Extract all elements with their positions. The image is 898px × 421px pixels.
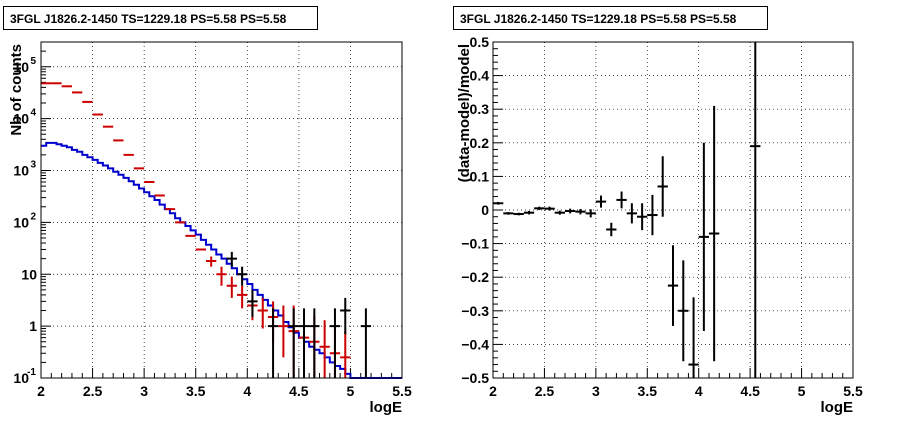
residual-point	[606, 222, 617, 237]
data-point	[267, 308, 279, 378]
data-point	[236, 266, 248, 286]
x-tick-label: 4	[695, 383, 703, 399]
residuals-panel: 2 2.5 3 3.5 4 4.5 5 5.5 −0.5 −0.4 −0.3 −0.2 −0.1 0 0.1…	[456, 34, 863, 416]
y-tick-label: 10	[13, 370, 29, 386]
y-tick-label: −0.1	[461, 236, 489, 252]
residual-point	[503, 212, 514, 215]
y-tick-label: 0.1	[470, 168, 490, 184]
y-tick-label: 0.4	[470, 68, 490, 84]
y-tick-label-exponent: 3	[30, 160, 36, 171]
model-point	[319, 320, 330, 378]
y-tick-label-exponent: 2	[30, 211, 36, 222]
y-tick-label: −0.5	[461, 370, 489, 386]
data-point	[288, 308, 299, 378]
residual-point	[688, 297, 699, 378]
model-point	[216, 266, 227, 286]
data-point	[329, 308, 341, 378]
y-tick-label: 10	[21, 266, 37, 282]
data-point	[309, 308, 320, 378]
residual-point	[647, 194, 658, 236]
y-tick-label-exponent: 5	[30, 56, 36, 67]
y-tick-label: −0.3	[461, 303, 489, 319]
residual-point	[667, 245, 679, 326]
x-tick-label: 5	[347, 383, 355, 399]
y-tick-label: −0.2	[461, 269, 489, 285]
data-point	[298, 308, 310, 378]
data-point	[340, 297, 351, 335]
x-axis-label: logE	[370, 399, 403, 416]
x-tick-label: 3.5	[638, 383, 658, 399]
x-tick-label: 4.5	[740, 383, 760, 399]
x-axis-label: logE	[821, 399, 854, 416]
residual-point	[750, 42, 761, 378]
residual-point	[595, 195, 607, 208]
residual-point	[616, 191, 627, 209]
x-tick-label: 2	[37, 383, 45, 399]
y-axis-label: Nb of counts	[8, 44, 25, 136]
x-tick-label: 4.5	[289, 383, 309, 399]
residual-point	[709, 105, 720, 362]
residual-point	[698, 142, 709, 331]
residual-point	[544, 206, 555, 211]
model-point	[206, 256, 217, 267]
model-point	[257, 297, 268, 329]
model-point	[278, 305, 289, 358]
x-tick-label: 3	[140, 383, 148, 399]
plot-frame	[40, 41, 403, 379]
y-tick-label: 0.3	[470, 101, 490, 117]
x-tick-label: 2	[489, 383, 497, 399]
counts-chart-title: 3FGL J1826.2-1450 TS=1229.18 PS=5.58 PS=…	[3, 6, 318, 30]
x-tick-label: 3	[592, 383, 600, 399]
y-tick-label: 10	[13, 111, 29, 127]
y-tick-label: 0.5	[470, 34, 490, 50]
data-point	[247, 289, 258, 317]
plot-frame	[492, 41, 854, 379]
x-tick-label: 2.5	[83, 383, 103, 399]
residual-point	[565, 208, 576, 214]
residual-point	[493, 201, 504, 205]
y-tick-label: 10	[13, 59, 29, 75]
residual-point	[678, 260, 689, 362]
residual-point	[554, 210, 565, 215]
residual-point	[523, 211, 535, 215]
data-point	[360, 308, 372, 378]
model-point	[226, 276, 237, 298]
plot-area	[41, 42, 402, 378]
model-point	[236, 285, 248, 309]
y-tick-label: 1	[29, 318, 37, 334]
residual-point	[534, 206, 545, 210]
residual-point	[626, 203, 637, 224]
residuals-chart-title: 3FGL J1826.2-1450 TS=1229.18 PS=5.58 PS=…	[453, 6, 768, 30]
x-tick-label: 5	[798, 383, 806, 399]
residual-point	[637, 203, 648, 231]
residual-point	[575, 208, 586, 215]
y-tick-label: 10	[13, 214, 29, 230]
y-axis-label: (data-model)/model	[456, 44, 473, 182]
residual-point	[657, 156, 668, 217]
x-tick-label: 3.5	[186, 383, 206, 399]
x-tick-label: 2.5	[535, 383, 555, 399]
y-tick-label-exponent: -1	[27, 367, 36, 378]
y-tick-label: 0	[481, 202, 489, 218]
y-tick-label: −0.4	[461, 336, 489, 352]
x-tick-label: 5.5	[392, 383, 412, 399]
model-histogram-line	[41, 141, 402, 379]
data-point	[226, 251, 237, 267]
y-tick-label: 0.2	[470, 135, 490, 151]
y-tick-label-exponent: 4	[30, 108, 36, 119]
residual-point	[585, 209, 596, 218]
x-tick-label: 4	[243, 383, 251, 399]
x-tick-label: 5.5	[843, 383, 863, 399]
residual-point	[513, 212, 524, 216]
y-tick-label: 10	[13, 163, 29, 179]
model-point	[340, 331, 351, 378]
